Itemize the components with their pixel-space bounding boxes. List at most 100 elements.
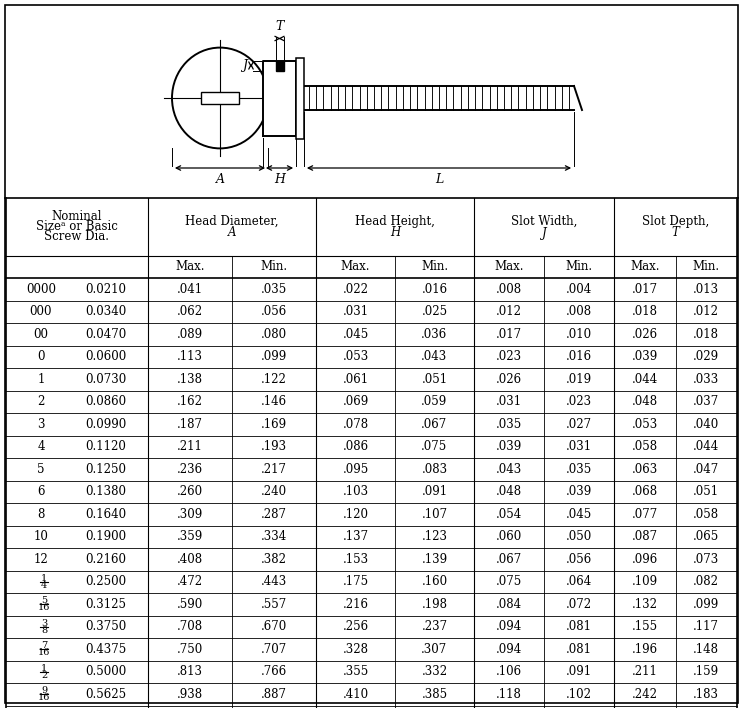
Text: .077: .077 xyxy=(632,508,658,521)
Text: .117: .117 xyxy=(693,620,719,633)
Ellipse shape xyxy=(172,47,268,149)
Text: .410: .410 xyxy=(343,687,369,701)
Text: .236: .236 xyxy=(177,463,203,476)
Text: .708: .708 xyxy=(177,620,203,633)
Text: .043: .043 xyxy=(496,463,522,476)
Text: .107: .107 xyxy=(421,508,447,521)
Text: .059: .059 xyxy=(421,395,447,409)
Text: .017: .017 xyxy=(632,282,658,296)
Text: 6: 6 xyxy=(37,485,45,498)
Text: .062: .062 xyxy=(177,305,203,319)
Text: H: H xyxy=(274,173,285,186)
Text: A: A xyxy=(215,173,224,186)
Text: .938: .938 xyxy=(177,687,203,701)
Text: Head Diameter,: Head Diameter, xyxy=(185,215,279,227)
Text: .099: .099 xyxy=(261,350,287,363)
Text: .091: .091 xyxy=(421,485,447,498)
Text: Sizeᵃ or Basic: Sizeᵃ or Basic xyxy=(36,220,118,234)
Text: .023: .023 xyxy=(496,350,522,363)
Text: .056: .056 xyxy=(261,305,287,319)
Text: .132: .132 xyxy=(632,598,658,611)
Text: 0.0860: 0.0860 xyxy=(85,395,126,409)
Text: .198: .198 xyxy=(421,598,447,611)
Text: .260: .260 xyxy=(177,485,203,498)
Text: 0000: 0000 xyxy=(26,282,56,296)
Text: .153: .153 xyxy=(343,553,369,566)
Text: 2: 2 xyxy=(37,395,45,409)
Text: 3: 3 xyxy=(41,619,47,628)
Text: J: J xyxy=(242,59,247,72)
Text: .707: .707 xyxy=(261,643,287,656)
Text: .058: .058 xyxy=(693,508,719,521)
Text: .766: .766 xyxy=(261,666,287,678)
Text: .075: .075 xyxy=(496,575,522,588)
Text: .047: .047 xyxy=(693,463,719,476)
Text: .018: .018 xyxy=(693,328,719,341)
Text: .193: .193 xyxy=(261,440,287,453)
Text: .033: .033 xyxy=(693,372,719,386)
Text: .162: .162 xyxy=(177,395,203,409)
Text: .067: .067 xyxy=(421,418,447,430)
Text: .054: .054 xyxy=(496,508,522,521)
Text: .750: .750 xyxy=(177,643,203,656)
Text: .043: .043 xyxy=(421,350,447,363)
Text: 0.2500: 0.2500 xyxy=(85,575,126,588)
Text: .109: .109 xyxy=(632,575,658,588)
Text: Max.: Max. xyxy=(630,261,660,273)
Text: .148: .148 xyxy=(693,643,719,656)
Text: .060: .060 xyxy=(496,530,522,543)
Text: Slot Depth,: Slot Depth, xyxy=(642,215,709,227)
Text: .053: .053 xyxy=(343,350,369,363)
Text: .069: .069 xyxy=(343,395,369,409)
Text: Nominal: Nominal xyxy=(52,210,103,224)
Text: .242: .242 xyxy=(632,687,658,701)
Text: .309: .309 xyxy=(177,508,203,521)
Text: 0.1250: 0.1250 xyxy=(85,463,126,476)
Text: Head Height,: Head Height, xyxy=(355,215,435,227)
Text: 7: 7 xyxy=(41,641,47,650)
Text: .087: .087 xyxy=(632,530,658,543)
Text: Min.: Min. xyxy=(692,261,720,273)
Text: 16: 16 xyxy=(38,649,51,657)
Text: .355: .355 xyxy=(343,666,369,678)
Text: .083: .083 xyxy=(421,463,447,476)
Text: .031: .031 xyxy=(343,305,369,319)
Text: .029: .029 xyxy=(693,350,719,363)
Text: Max.: Max. xyxy=(175,261,205,273)
Text: .036: .036 xyxy=(421,328,447,341)
Text: .065: .065 xyxy=(693,530,719,543)
Text: .590: .590 xyxy=(177,598,203,611)
Text: .035: .035 xyxy=(261,282,287,296)
Text: 4: 4 xyxy=(41,581,47,590)
Text: .237: .237 xyxy=(421,620,447,633)
Text: 5: 5 xyxy=(41,596,47,605)
Text: .122: .122 xyxy=(261,372,287,386)
Text: .051: .051 xyxy=(693,485,719,498)
Text: H: H xyxy=(390,227,400,239)
Text: L: L xyxy=(435,173,443,186)
Text: .120: .120 xyxy=(343,508,369,521)
Text: .012: .012 xyxy=(693,305,719,319)
Text: .039: .039 xyxy=(566,485,592,498)
Text: .557: .557 xyxy=(261,598,287,611)
Text: Min.: Min. xyxy=(261,261,288,273)
Text: .017: .017 xyxy=(496,328,522,341)
Text: 10: 10 xyxy=(33,530,48,543)
Text: .044: .044 xyxy=(632,372,658,386)
Text: 0.0340: 0.0340 xyxy=(85,305,126,319)
Text: .073: .073 xyxy=(693,553,719,566)
Text: 0.5625: 0.5625 xyxy=(85,687,126,701)
Text: 0.2160: 0.2160 xyxy=(85,553,126,566)
Text: .022: .022 xyxy=(343,282,369,296)
Text: 3: 3 xyxy=(37,418,45,430)
Text: .155: .155 xyxy=(632,620,658,633)
Text: .044: .044 xyxy=(693,440,719,453)
Text: .010: .010 xyxy=(566,328,592,341)
Text: .013: .013 xyxy=(693,282,719,296)
Text: .068: .068 xyxy=(632,485,658,498)
Text: .018: .018 xyxy=(632,305,658,319)
Text: 0.3750: 0.3750 xyxy=(85,620,126,633)
Text: .081: .081 xyxy=(566,620,592,633)
Text: .334: .334 xyxy=(261,530,287,543)
Text: .443: .443 xyxy=(261,575,287,588)
